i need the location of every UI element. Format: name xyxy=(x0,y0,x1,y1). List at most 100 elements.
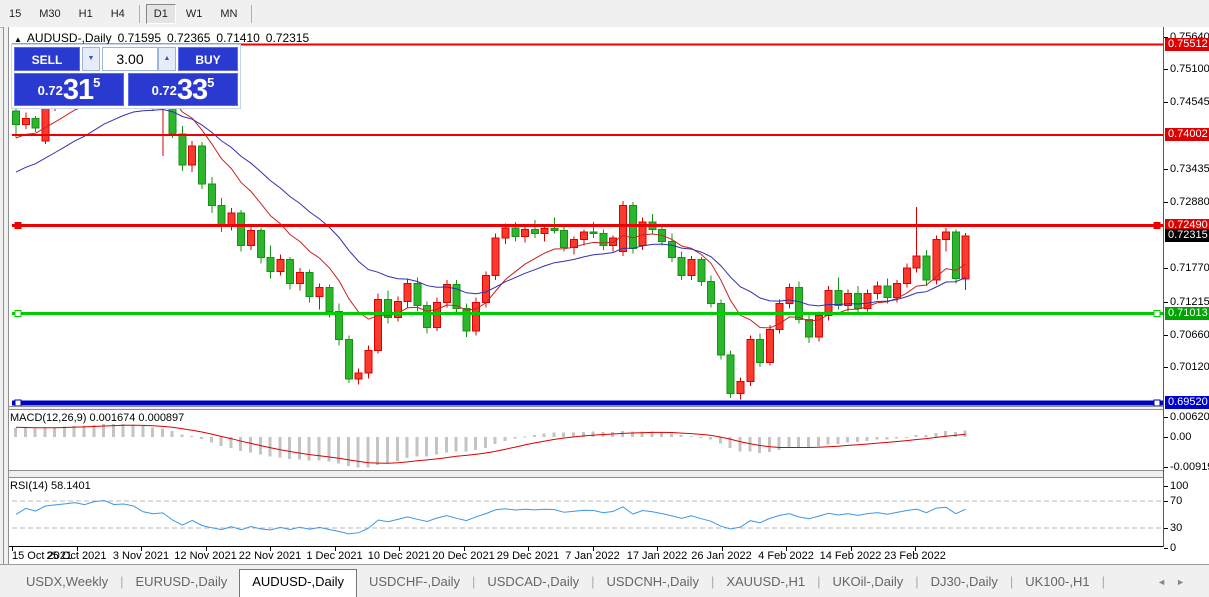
window-left-frame xyxy=(4,27,9,564)
date-label: 22 Nov 2021 xyxy=(238,550,302,562)
date-label: 4 Feb 2022 xyxy=(758,550,814,562)
date-label: 1 Dec 2021 xyxy=(306,550,363,562)
pane-separator[interactable] xyxy=(4,406,1163,410)
sell-price-sup: 5 xyxy=(93,75,101,90)
tab-scroll-right-icon[interactable]: ► xyxy=(1176,577,1195,587)
buy-button[interactable]: BUY xyxy=(178,47,238,71)
sell-button[interactable]: SELL xyxy=(14,47,80,71)
date-tick-mark xyxy=(270,547,271,551)
rsi-tick-label: 30 xyxy=(1170,521,1183,534)
tab-scroll-left-icon[interactable]: ◄ xyxy=(1157,577,1177,587)
price-tick-mark xyxy=(1164,301,1168,303)
rsi-tick-mark xyxy=(1164,486,1168,487)
price-tick-mark xyxy=(1164,69,1168,71)
sell-quote-panel[interactable]: 0.72315 xyxy=(14,73,124,106)
rsi-tick-label: 100 xyxy=(1170,480,1189,492)
date-tick-mark xyxy=(850,547,852,551)
level-price-label: 0.71013 xyxy=(1165,307,1209,321)
date-tick-mark xyxy=(528,547,529,551)
level-price-label: 0.69520 xyxy=(1165,396,1209,410)
volume-increase-button[interactable]: ▲ xyxy=(158,47,176,71)
tab-usdcad-daily[interactable]: USDCAD-,Daily xyxy=(487,574,580,589)
collapse-panel-icon[interactable]: ▲ xyxy=(14,35,22,44)
chart-window: ▲ AUDUSD-,Daily 0.71595 0.72365 0.71410 0.723… xyxy=(3,27,1209,565)
timeframe-button-h1[interactable]: H1 xyxy=(78,7,93,20)
rsi-tick-mark xyxy=(1164,527,1168,529)
tab-ukoil-daily[interactable]: UKOil-,Daily xyxy=(832,574,904,589)
buy-price-prefix: 0.72 xyxy=(151,83,177,98)
pane-separator[interactable] xyxy=(4,470,1163,478)
toolbar-separator xyxy=(138,4,140,23)
date-tick-mark xyxy=(76,547,78,551)
toolbar-separator xyxy=(251,4,253,23)
volume-input[interactable] xyxy=(102,47,158,71)
timeframe-button-w1[interactable]: W1 xyxy=(185,7,203,20)
date-tick-mark xyxy=(786,547,787,551)
date-label: 17 Jan 2022 xyxy=(626,550,688,562)
date-axis[interactable]: 15 Oct 2021 25 Oct 2021 3 Nov 2021 12 Nov 2… xyxy=(4,546,1163,565)
tab-scroll-arrows: ◄► xyxy=(1157,577,1195,587)
tab-xauusd-h1[interactable]: XAUUSD-,H1 xyxy=(726,574,806,589)
macd-tick-mark xyxy=(1164,437,1168,438)
date-label: 20 Dec 2021 xyxy=(432,550,495,562)
date-label: 25 Oct 2021 xyxy=(46,550,107,562)
timeframe-button-mn[interactable]: MN xyxy=(220,7,238,20)
tab-uk100-h1[interactable]: UK100-,H1 xyxy=(1025,574,1090,589)
tab-audusd-daily[interactable]: AUDUSD-,Daily xyxy=(239,569,357,597)
macd-panel[interactable] xyxy=(12,410,1163,470)
current-price-label: 0.72315 xyxy=(1165,229,1209,243)
price-tick-label: 0.74545 xyxy=(1170,96,1209,109)
chart-symbol-label: AUDUSD-,Daily xyxy=(26,31,112,45)
price-tick-label: 0.71215 xyxy=(1170,295,1209,308)
date-tick-mark xyxy=(205,547,207,551)
timeframe-button-m30[interactable]: M30 xyxy=(39,7,61,20)
date-label: 14 Feb 2022 xyxy=(819,550,882,562)
tab-separator: | xyxy=(915,574,919,589)
price-tick-mark xyxy=(1164,268,1168,270)
volume-decrease-button[interactable]: ▼ xyxy=(82,47,100,71)
date-tick-mark xyxy=(12,547,13,551)
rsi-tick-mark xyxy=(1164,548,1168,549)
price-axis[interactable]: 0.75640 0.75100 0.74545 0.73435 0.72880 0.717… xyxy=(1163,27,1209,554)
price-tick-mark xyxy=(1164,36,1168,38)
tab-separator: | xyxy=(591,574,595,589)
buy-quote-panel[interactable]: 0.72335 xyxy=(128,73,238,106)
tab-dj30-daily[interactable]: DJ30-,Daily xyxy=(930,574,998,589)
chart-title: ▲ AUDUSD-,Daily 0.71595 0.72365 0.71410 0.723… xyxy=(14,31,309,45)
sell-price-big: 31 xyxy=(62,74,94,106)
tab-usdx-weekly[interactable]: USDX,Weekly xyxy=(26,574,109,589)
price-tick-mark xyxy=(1164,168,1168,170)
timeframe-button-d1[interactable]: D1 xyxy=(145,3,176,24)
timeframe-toolbar: 15 M30 H1 H4 D1 W1 MN xyxy=(0,0,1209,28)
main-price-chart[interactable] xyxy=(12,30,1163,406)
date-tick-mark xyxy=(915,547,916,551)
timeframe-button-15[interactable]: 15 xyxy=(9,7,22,20)
date-tick-mark xyxy=(399,547,400,551)
tab-eurusd-daily[interactable]: EURUSD-,Daily xyxy=(135,574,228,589)
date-label: 29 Dec 2021 xyxy=(496,550,560,562)
price-tick-label: 0.75100 xyxy=(1170,63,1209,76)
one-click-trade-panel: SELL ▼ ▲ BUY 0.72315 0.72335 xyxy=(11,44,241,109)
date-tick-mark xyxy=(141,547,142,551)
tab-separator: | xyxy=(710,574,715,589)
rsi-tick-label: 70 xyxy=(1170,494,1183,507)
timeframe-button-h4[interactable]: H4 xyxy=(110,7,125,20)
ohlc-high: 0.72365 xyxy=(167,31,211,45)
price-tick-mark xyxy=(1164,202,1168,204)
date-tick-mark xyxy=(721,547,723,551)
price-tick-label: 0.73435 xyxy=(1170,162,1209,175)
price-tick-label: 0.71770 xyxy=(1170,262,1209,275)
ohlc-open: 0.71595 xyxy=(117,31,161,45)
rsi-tick-mark xyxy=(1164,500,1168,502)
rsi-panel[interactable] xyxy=(12,478,1163,546)
trade-controls-row: SELL ▼ ▲ BUY xyxy=(14,47,238,71)
tab-separator: | xyxy=(471,574,476,589)
price-tick-mark xyxy=(1164,102,1168,104)
date-label: 10 Dec 2021 xyxy=(367,550,431,562)
chart-tab-bar: USDX,Weekly | EURUSD-,Daily AUDUSD-,Daily US… xyxy=(0,564,1209,597)
buy-price-sup: 5 xyxy=(207,75,215,90)
level-price-label: 0.72490 xyxy=(1165,218,1209,232)
tab-usdcnh-daily[interactable]: USDCNH-,Daily xyxy=(606,574,699,589)
tab-usdchf-daily[interactable]: USDCHF-,Daily xyxy=(368,574,460,589)
macd-tick-label: 0.006201 xyxy=(1170,410,1209,423)
